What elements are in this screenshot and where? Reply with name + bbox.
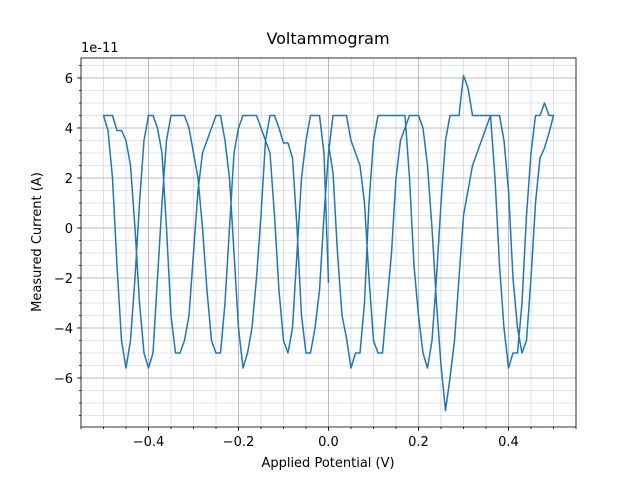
y-axis-label: Measured Current (A) bbox=[30, 172, 45, 312]
y-tick-label: 6 bbox=[65, 72, 73, 87]
data-line bbox=[102, 74, 555, 412]
plot bbox=[102, 74, 555, 412]
y-tick-label: 2 bbox=[65, 172, 73, 187]
x-tick-label: 0.4 bbox=[498, 435, 519, 450]
y-tick-label: −6 bbox=[54, 372, 73, 387]
x-tick-label: 0.0 bbox=[318, 435, 339, 450]
x-axis-label: Applied Potential (V) bbox=[261, 456, 394, 471]
y-tick-label: −2 bbox=[54, 272, 73, 287]
y-tick-label: 0 bbox=[65, 222, 73, 237]
y-offset-label: 1e-11 bbox=[81, 41, 119, 56]
x-tick-label: −0.2 bbox=[223, 435, 255, 450]
chart-title: Voltammogram bbox=[266, 29, 389, 48]
y-tick-label: −4 bbox=[54, 322, 73, 337]
y-tick-label: 4 bbox=[65, 122, 73, 137]
x-tick-label: 0.2 bbox=[408, 435, 429, 450]
x-tick-label: −0.4 bbox=[133, 435, 165, 450]
